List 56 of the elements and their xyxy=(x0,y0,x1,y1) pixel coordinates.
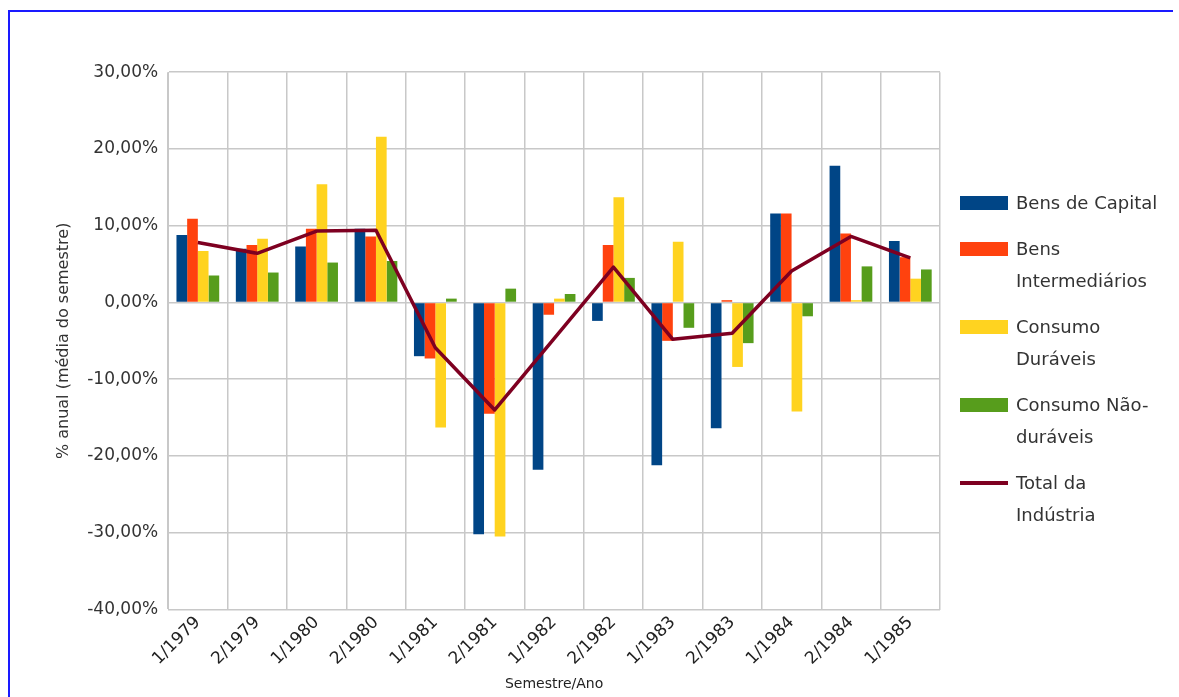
bar xyxy=(672,241,684,302)
legend-label: Total da Indústria xyxy=(1016,471,1097,527)
bar xyxy=(494,303,506,537)
x-axis-title: Semestre/Ano xyxy=(504,675,604,692)
y-tick-label: -10,00% xyxy=(87,367,159,388)
bar xyxy=(710,303,722,429)
bar xyxy=(770,213,781,302)
bar xyxy=(910,278,921,302)
bar xyxy=(564,294,576,302)
bar xyxy=(613,197,625,302)
bar xyxy=(295,246,306,302)
bar xyxy=(888,241,900,302)
bar xyxy=(208,275,220,302)
bar xyxy=(267,272,279,302)
bar xyxy=(473,303,485,535)
bar xyxy=(435,303,447,428)
bar xyxy=(899,257,911,302)
bar xyxy=(802,303,813,317)
y-tick-label: -30,00% xyxy=(87,521,159,542)
bar xyxy=(305,228,317,302)
bar xyxy=(187,218,198,302)
bar xyxy=(554,298,565,302)
bar xyxy=(532,303,544,470)
bar xyxy=(592,303,603,321)
bar xyxy=(791,303,803,412)
bar xyxy=(327,262,338,302)
bar xyxy=(257,238,268,302)
bar xyxy=(840,233,851,302)
bar xyxy=(316,184,328,302)
bar xyxy=(505,288,517,302)
bar xyxy=(543,303,555,315)
legend-label: Consumo Duráveis xyxy=(1016,315,1102,371)
legend-label: Bens de Capital xyxy=(1016,191,1159,215)
bar xyxy=(780,213,792,302)
bar xyxy=(732,303,743,367)
y-tick-label: -40,00% xyxy=(87,597,159,618)
bar xyxy=(235,248,247,302)
bar xyxy=(651,303,663,466)
y-tick-label: -20,00% xyxy=(87,444,159,465)
bar xyxy=(921,269,932,302)
y-tick-label: 30,00% xyxy=(93,60,159,81)
bar xyxy=(861,266,873,302)
legend-label: Consumo Não-duráveis xyxy=(1016,393,1150,449)
bar xyxy=(683,303,695,328)
y-tick-label: 20,00% xyxy=(93,137,159,158)
legend-label: Bens Intermediários xyxy=(1016,237,1148,293)
bar xyxy=(375,136,387,302)
bar xyxy=(197,251,209,302)
bar xyxy=(446,298,457,302)
y-tick-label: 0,00% xyxy=(104,290,159,311)
y-tick-label: 10,00% xyxy=(93,214,159,235)
bar xyxy=(484,303,495,414)
bar xyxy=(365,236,376,302)
bar xyxy=(829,165,841,302)
y-axis-title: % anual (média do semestre) xyxy=(52,222,72,460)
bar xyxy=(176,234,188,302)
